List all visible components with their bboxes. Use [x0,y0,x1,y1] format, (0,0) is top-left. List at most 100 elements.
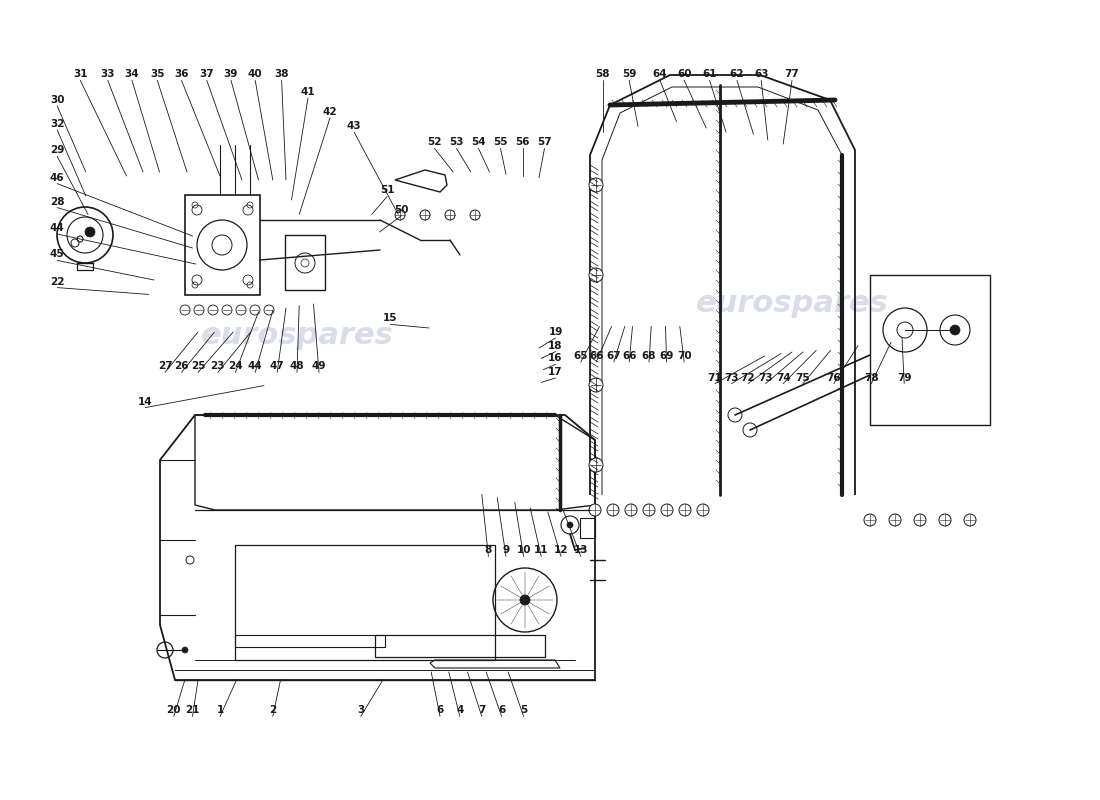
Text: 27: 27 [157,362,173,371]
Circle shape [588,504,601,516]
Text: 10: 10 [516,546,531,555]
Text: 44: 44 [248,362,263,371]
Text: eurospares: eurospares [200,322,394,350]
Text: 70: 70 [676,351,692,361]
Text: 25: 25 [190,362,206,371]
Circle shape [964,514,976,526]
Text: 65: 65 [573,351,588,361]
Text: 51: 51 [379,186,395,195]
Circle shape [192,275,202,285]
Text: 46: 46 [50,173,65,182]
Circle shape [939,514,952,526]
Circle shape [950,325,960,335]
Text: 19: 19 [548,327,563,337]
Circle shape [77,236,82,242]
Text: 41: 41 [300,87,316,97]
Circle shape [588,268,603,282]
Text: 28: 28 [50,197,65,206]
Circle shape [470,210,480,220]
Text: 57: 57 [537,138,552,147]
Circle shape [728,408,743,422]
Text: 53: 53 [449,138,464,147]
Text: 33: 33 [100,70,116,79]
Text: 3: 3 [358,706,364,715]
Circle shape [250,305,260,315]
Circle shape [236,305,246,315]
Text: 23: 23 [210,362,225,371]
Text: 78: 78 [864,373,879,382]
Circle shape [85,227,95,237]
Text: 26: 26 [174,362,189,371]
Text: 29: 29 [50,146,65,155]
Text: 49: 49 [311,362,327,371]
Text: 66: 66 [588,351,604,361]
Text: 52: 52 [427,138,442,147]
Circle shape [180,305,190,315]
Bar [870,275,990,425]
Text: 66: 66 [621,351,637,361]
Circle shape [644,504,654,516]
Text: 7: 7 [478,706,485,715]
Text: 79: 79 [896,373,912,382]
Bar [375,635,544,657]
Text: 59: 59 [621,70,637,79]
Text: 48: 48 [289,362,305,371]
Circle shape [914,514,926,526]
Text: 38: 38 [274,70,289,79]
Text: 61: 61 [702,70,717,79]
Text: 50: 50 [394,205,409,214]
Text: 18: 18 [548,341,563,350]
Bar [580,518,595,538]
Text: 64: 64 [652,70,668,79]
Text: 77: 77 [784,70,800,79]
Text: 5: 5 [520,706,527,715]
Circle shape [192,205,202,215]
Text: 11: 11 [534,546,549,555]
Circle shape [588,458,603,472]
Circle shape [864,514,876,526]
Text: 42: 42 [322,107,338,117]
Text: 24: 24 [228,362,243,371]
Text: 45: 45 [50,250,65,259]
Text: 6: 6 [437,706,443,715]
Circle shape [222,305,232,315]
Bar [185,195,260,295]
Text: 69: 69 [659,351,674,361]
Text: 60: 60 [676,70,692,79]
Circle shape [742,423,757,437]
Text: 35: 35 [150,70,165,79]
Text: 37: 37 [199,70,214,79]
Text: 44: 44 [50,223,65,233]
Text: 21: 21 [185,706,200,715]
Text: 63: 63 [754,70,769,79]
Circle shape [446,210,455,220]
Text: 58: 58 [595,70,610,79]
Text: 17: 17 [548,367,563,377]
Text: 72: 72 [740,373,756,382]
Circle shape [697,504,710,516]
Text: 76: 76 [826,373,842,382]
Text: 32: 32 [50,119,65,129]
Circle shape [661,504,673,516]
Bar [235,635,385,647]
Text: 13: 13 [573,546,588,555]
Text: 22: 22 [50,277,65,286]
Text: 9: 9 [503,546,509,555]
Text: 71: 71 [707,373,723,382]
Bar [285,235,324,290]
Circle shape [395,210,405,220]
Text: 68: 68 [641,351,657,361]
Text: 31: 31 [73,70,88,79]
Text: 54: 54 [471,138,486,147]
Text: 73: 73 [758,373,773,382]
Text: 74: 74 [776,373,791,382]
Circle shape [588,178,603,192]
Bar [235,545,495,660]
Text: 1: 1 [217,706,223,715]
Text: 4: 4 [456,706,463,715]
Text: 56: 56 [515,138,530,147]
Circle shape [889,514,901,526]
Text: 40: 40 [248,70,263,79]
Circle shape [301,259,309,267]
Text: 36: 36 [174,70,189,79]
